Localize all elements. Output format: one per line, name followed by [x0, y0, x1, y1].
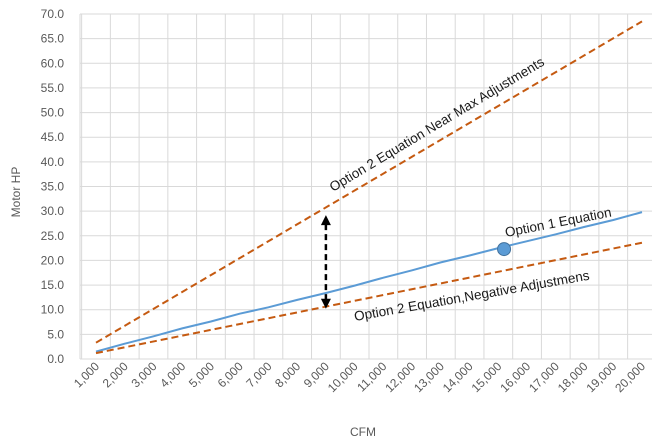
x-tick-label: 2,000 — [100, 359, 131, 390]
y-tick-label: 20.0 — [41, 253, 65, 267]
y-axis: 0.0 5.0 10.0 15.0 20.0 25.0 30.0 35.0 40.0 45.0 50… — [41, 7, 65, 366]
y-tick-label: 5.0 — [47, 327, 64, 341]
y-tick-label: 10.0 — [41, 303, 65, 317]
annotation-option-2-max: Option 2 Equation Near Max Adjustments — [327, 54, 547, 195]
y-tick-label: 15.0 — [41, 278, 65, 292]
y-tick-label: 35.0 — [41, 180, 65, 194]
series-layer — [95, 20, 643, 355]
x-tick-label: 18,000 — [555, 359, 591, 395]
y-tick-label: 55.0 — [41, 81, 65, 95]
y-tick-label: 25.0 — [41, 229, 65, 243]
x-tick-label: 3,000 — [128, 359, 159, 390]
y-tick-label: 60.0 — [41, 56, 65, 70]
x-tick-label: 15,000 — [469, 359, 505, 395]
arrow-head-down — [320, 298, 331, 309]
grid — [79, 13, 652, 360]
y-tick-label: 45.0 — [41, 130, 65, 144]
x-tick-label: 10,000 — [325, 359, 361, 395]
y-tick-label: 65.0 — [41, 32, 65, 46]
y-tick-label: 30.0 — [41, 204, 65, 218]
x-tick-label: 1,000 — [71, 359, 102, 390]
x-tick-label: 11,000 — [354, 359, 389, 394]
arrow-head-up — [320, 215, 331, 226]
x-tick-label: 5,000 — [186, 359, 217, 390]
x-tick-label: 8,000 — [272, 359, 303, 390]
series-line-1 — [95, 211, 643, 353]
series-line-2 — [95, 20, 643, 344]
y-axis-title: Motor HP — [9, 167, 23, 218]
x-tick-label: 12,000 — [382, 359, 418, 395]
x-tick-label: 19,000 — [584, 359, 620, 395]
x-tick-label: 14,000 — [440, 359, 476, 395]
x-tick-label: 16,000 — [497, 359, 533, 395]
x-tick-label: 7,000 — [243, 359, 274, 390]
x-tick-label: 20,000 — [612, 359, 648, 395]
x-axis: 1,0002,0003,0004,0005,0006,0007,0008,000… — [71, 359, 648, 395]
y-tick-label: 0.0 — [47, 352, 64, 366]
series-line-3 — [95, 241, 643, 355]
x-tick-label: 17,000 — [526, 359, 562, 395]
difference-arrow — [320, 215, 331, 309]
x-tick-label: 4,000 — [157, 359, 188, 390]
x-tick-label: 6,000 — [215, 359, 246, 390]
highlight-point — [497, 242, 512, 257]
y-tick-label: 50.0 — [41, 106, 65, 120]
y-tick-label: 70.0 — [41, 7, 65, 21]
y-tick-label: 40.0 — [41, 155, 65, 169]
x-axis-title: CFM — [350, 425, 376, 439]
x-tick-label: 13,000 — [411, 359, 447, 395]
